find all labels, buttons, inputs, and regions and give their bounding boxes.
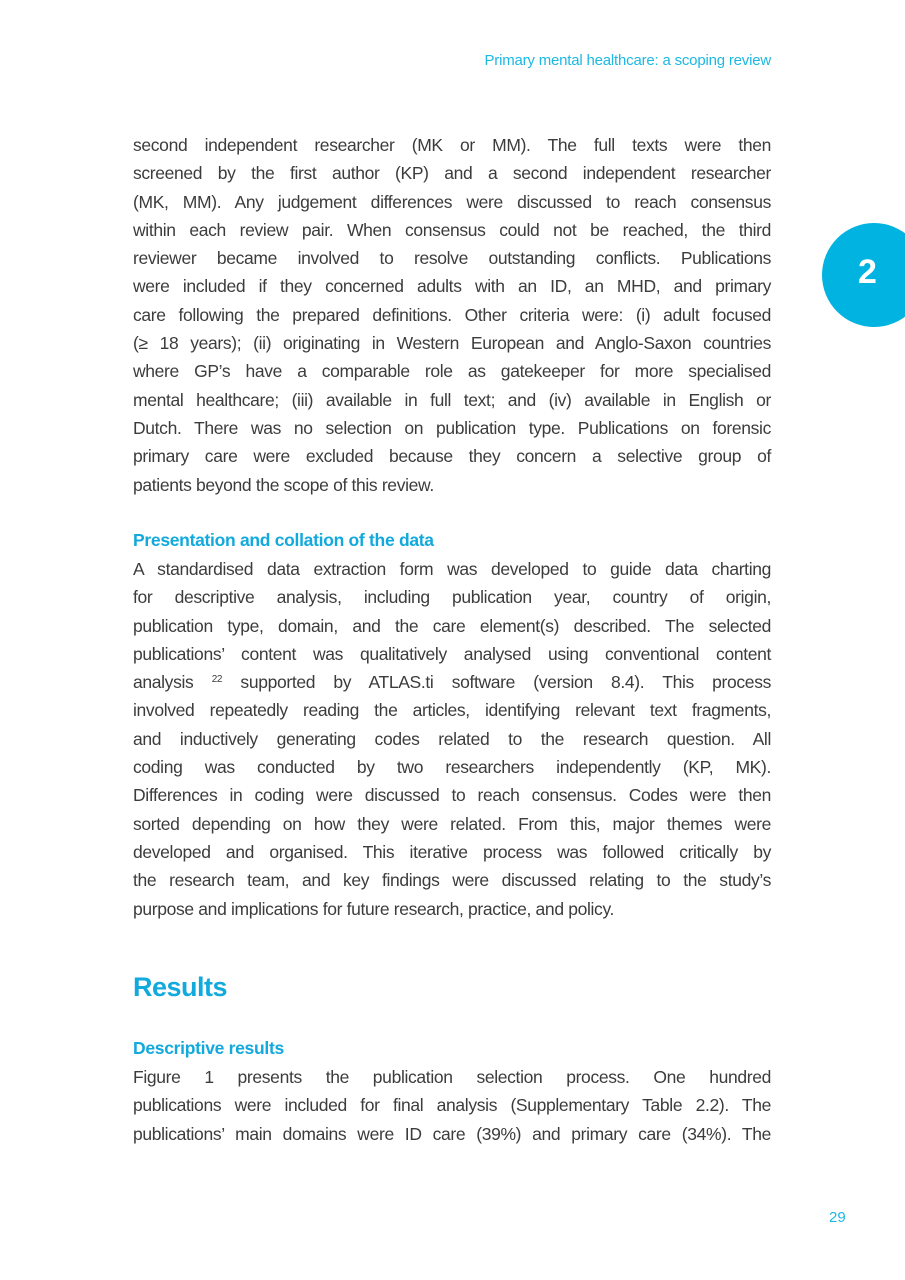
reference-superscript: 22	[211, 674, 223, 686]
chapter-tab: 2	[822, 223, 905, 327]
text-line: second independent researcher (MK or MM)…	[133, 135, 771, 155]
paragraph-inclusion-criteria: second independent researcher (MK or MM)…	[133, 131, 771, 499]
text-line: A standardised data extraction form was …	[133, 559, 771, 579]
text-line: purpose and implications for future rese…	[133, 898, 615, 919]
text-line: developed and organised. This iterative …	[133, 841, 771, 862]
paragraph-data-analysis: A standardised data extraction form was …	[133, 555, 771, 923]
text-line: reviewer became involved to resolve outs…	[133, 248, 771, 269]
text-line: Figure 1 presents the publication select…	[133, 1067, 771, 1087]
subheading-presentation: Presentation and collation of the data	[133, 530, 434, 550]
text-line: Dutch. There was no selection on publica…	[133, 417, 771, 438]
running-header: Primary mental healthcare: a scoping rev…	[484, 52, 771, 69]
text-line: and inductively generating codes related…	[133, 728, 771, 749]
text-line: publication type, domain, and the care e…	[133, 615, 771, 636]
text-line: the research team, and key findings were…	[133, 870, 771, 891]
chapter-number: 2	[858, 253, 877, 291]
text-line: sorted depending on how they were relate…	[133, 813, 771, 834]
text-line: screened by the first author (KP) and a …	[133, 163, 771, 184]
subheading-descriptive-results: Descriptive results	[133, 1038, 284, 1058]
text-line: were included if they concerned adults w…	[133, 276, 771, 297]
text-line: patients beyond the scope of this review…	[133, 474, 434, 495]
text-line: (≥ 18 years); (ii) originating in Wester…	[133, 333, 771, 354]
text-line: mental healthcare; (iii) available in fu…	[133, 389, 771, 410]
page-number: 29	[829, 1209, 846, 1226]
section-title-results: Results	[133, 972, 228, 1002]
paragraph-descriptive-results: Figure 1 presents the publication select…	[133, 1063, 771, 1148]
text-line: publications’ content was qualitatively …	[133, 643, 771, 664]
text-line: within each review pair. When consensus …	[133, 219, 771, 240]
text-line: publications’ main domains were ID care …	[133, 1123, 771, 1144]
text-line: primary care were excluded because they …	[133, 446, 771, 467]
text-line: coding was conducted by two researchers …	[133, 757, 771, 778]
text-line: care following the prepared definitions.…	[133, 304, 771, 325]
text-line: where GP’s have a comparable role as gat…	[133, 361, 771, 382]
text-line: (MK, MM). Any judgement differences were…	[133, 191, 771, 212]
text-line: publications were included for final ana…	[133, 1095, 771, 1116]
text-line: Differences in coding were discussed to …	[133, 785, 771, 806]
text-line: involved repeatedly reading the articles…	[133, 700, 771, 721]
text-line: analysis 22 supported by ATLAS.ti softwa…	[133, 672, 771, 693]
text-line: for descriptive analysis, including publ…	[133, 587, 771, 608]
